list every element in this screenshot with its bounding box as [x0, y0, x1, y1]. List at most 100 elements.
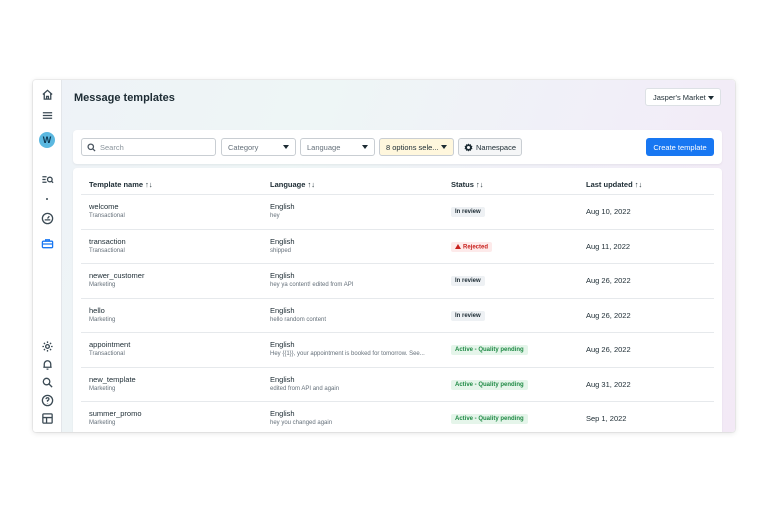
- app-window: W Message templates Jasper's Market: [33, 80, 735, 432]
- help-icon[interactable]: [40, 393, 54, 407]
- template-language: English: [270, 305, 295, 315]
- menu-icon[interactable]: [40, 108, 54, 122]
- last-updated: Aug 26, 2022: [586, 345, 631, 354]
- template-name[interactable]: welcome: [89, 202, 119, 211]
- template-preview: hey: [270, 213, 280, 219]
- column-header-template-name[interactable]: Template name ↑↓: [89, 180, 153, 189]
- gear-icon: [464, 143, 473, 152]
- status-badge: Rejected: [451, 241, 493, 252]
- nav-rail: W: [33, 80, 62, 432]
- status-filter-label: 8 options sele...: [386, 142, 439, 152]
- template-name[interactable]: appointment: [89, 340, 131, 349]
- account-selector[interactable]: Jasper's Market: [645, 88, 721, 106]
- status-badge: Active - Quality pending: [451, 345, 528, 355]
- column-header-language[interactable]: Language ↑↓: [270, 180, 316, 189]
- home-icon[interactable]: [40, 87, 54, 101]
- last-updated: Aug 10, 2022: [586, 207, 631, 216]
- language-cell: English Hey {{1}}, your appointment is bo…: [270, 340, 440, 359]
- table-row[interactable]: new_template Marketing English edited from …: [81, 366, 714, 402]
- language-dropdown[interactable]: Language: [300, 138, 375, 156]
- namespace-label: Namespace: [476, 142, 517, 152]
- search-placeholder: Search: [100, 142, 124, 152]
- template-name-cell: hello Marketing: [89, 306, 259, 325]
- template-name-cell: newer_customer Marketing: [89, 271, 259, 290]
- category-dropdown[interactable]: Category: [221, 138, 296, 156]
- status-text: Active - Quality pending: [455, 416, 524, 422]
- table-row[interactable]: transaction Transactional English shipped Re…: [81, 228, 714, 264]
- table-row[interactable]: appointment Transactional English Hey {{1}}…: [81, 332, 714, 367]
- settings-gear-icon[interactable]: [40, 339, 54, 353]
- language-cell: English hey you changed again: [270, 409, 440, 428]
- template-preview: hey ya content! edited from API: [270, 282, 354, 288]
- language-cell: English edited from API and again: [270, 375, 440, 394]
- status-text: Rejected: [463, 244, 489, 250]
- warning-icon: [455, 243, 461, 249]
- language-cell: English hello random content: [270, 306, 440, 325]
- template-category: Transactional: [89, 213, 125, 219]
- template-name[interactable]: newer_customer: [89, 271, 145, 280]
- status-badge: Active - Quality pending: [451, 379, 528, 390]
- search-list-icon[interactable]: [40, 172, 54, 186]
- template-name[interactable]: hello: [89, 305, 105, 315]
- page-title: Message templates: [74, 92, 175, 104]
- template-category: Marketing: [89, 316, 116, 323]
- status-text: In review: [455, 312, 481, 319]
- nav-separator-dot: [46, 198, 48, 200]
- template-category: Transactional: [89, 351, 125, 357]
- language-cell: English shipped: [270, 237, 440, 256]
- template-name-cell: welcome Transactional: [89, 202, 259, 221]
- language-cell: English hey: [270, 202, 440, 221]
- template-preview: hello random content: [270, 316, 327, 323]
- template-category: Marketing: [89, 282, 116, 288]
- dashboard-gauge-icon[interactable]: [40, 211, 54, 225]
- search-icon: [87, 143, 96, 152]
- last-updated: Aug 11, 2022: [586, 241, 631, 251]
- category-dropdown-label: Category: [228, 142, 259, 152]
- status-text: In review: [455, 209, 481, 215]
- status-text: In review: [455, 278, 481, 284]
- template-language: English: [270, 409, 295, 418]
- table-row[interactable]: welcome Transactional English hey In review A…: [81, 194, 714, 229]
- template-preview: shipped: [270, 247, 292, 254]
- language-dropdown-label: Language: [307, 142, 341, 152]
- status-badge: In review: [451, 310, 485, 321]
- column-header-last-updated[interactable]: Last updated ↑↓: [586, 180, 643, 189]
- template-name[interactable]: transaction: [89, 236, 126, 246]
- namespace-button[interactable]: Namespace: [458, 138, 522, 156]
- status-badge: In review: [451, 207, 485, 217]
- template-language: English: [270, 374, 295, 384]
- table-row[interactable]: summer_promo Marketing English hey you chan…: [81, 401, 714, 432]
- last-updated: Aug 26, 2022: [586, 310, 631, 320]
- template-language: English: [270, 271, 295, 280]
- caret-down-icon: [441, 145, 447, 149]
- template-language: English: [270, 340, 295, 349]
- status-filter-dropdown[interactable]: 8 options sele...: [379, 138, 454, 156]
- table-row[interactable]: newer_customer Marketing English hey ya con…: [81, 263, 714, 298]
- template-language: English: [270, 236, 295, 246]
- template-name[interactable]: new_template: [89, 374, 136, 384]
- template-category: Marketing: [89, 385, 116, 392]
- toolbox-icon[interactable]: [40, 236, 54, 250]
- template-preview: edited from API and again: [270, 385, 340, 392]
- templates-table: Template name ↑↓ Language ↑↓ Status ↑↓ L…: [73, 168, 722, 432]
- bell-icon[interactable]: [40, 357, 54, 371]
- create-template-button[interactable]: Create template: [646, 138, 714, 156]
- caret-down-icon: [362, 145, 368, 149]
- search-icon[interactable]: [40, 375, 54, 389]
- template-preview: hey you changed again: [270, 420, 333, 426]
- template-name-cell: new_template Marketing: [89, 375, 259, 394]
- last-updated: Aug 31, 2022: [586, 379, 631, 389]
- template-name[interactable]: summer_promo: [89, 409, 142, 418]
- template-category: Transactional: [89, 247, 125, 254]
- account-avatar[interactable]: W: [39, 132, 55, 148]
- column-header-status[interactable]: Status ↑↓: [451, 180, 484, 189]
- search-input[interactable]: Search: [81, 138, 216, 156]
- status-badge: In review: [451, 276, 485, 286]
- status-text: Active - Quality pending: [455, 347, 524, 353]
- filter-toolbar: Search Category Language 8 options sele.…: [73, 130, 722, 164]
- last-updated: Sep 1, 2022: [586, 414, 627, 423]
- table-row[interactable]: hello Marketing English hello random conten…: [81, 297, 714, 333]
- report-icon[interactable]: [40, 411, 54, 425]
- template-name-cell: appointment Transactional: [89, 340, 259, 359]
- template-name-cell: transaction Transactional: [89, 237, 259, 256]
